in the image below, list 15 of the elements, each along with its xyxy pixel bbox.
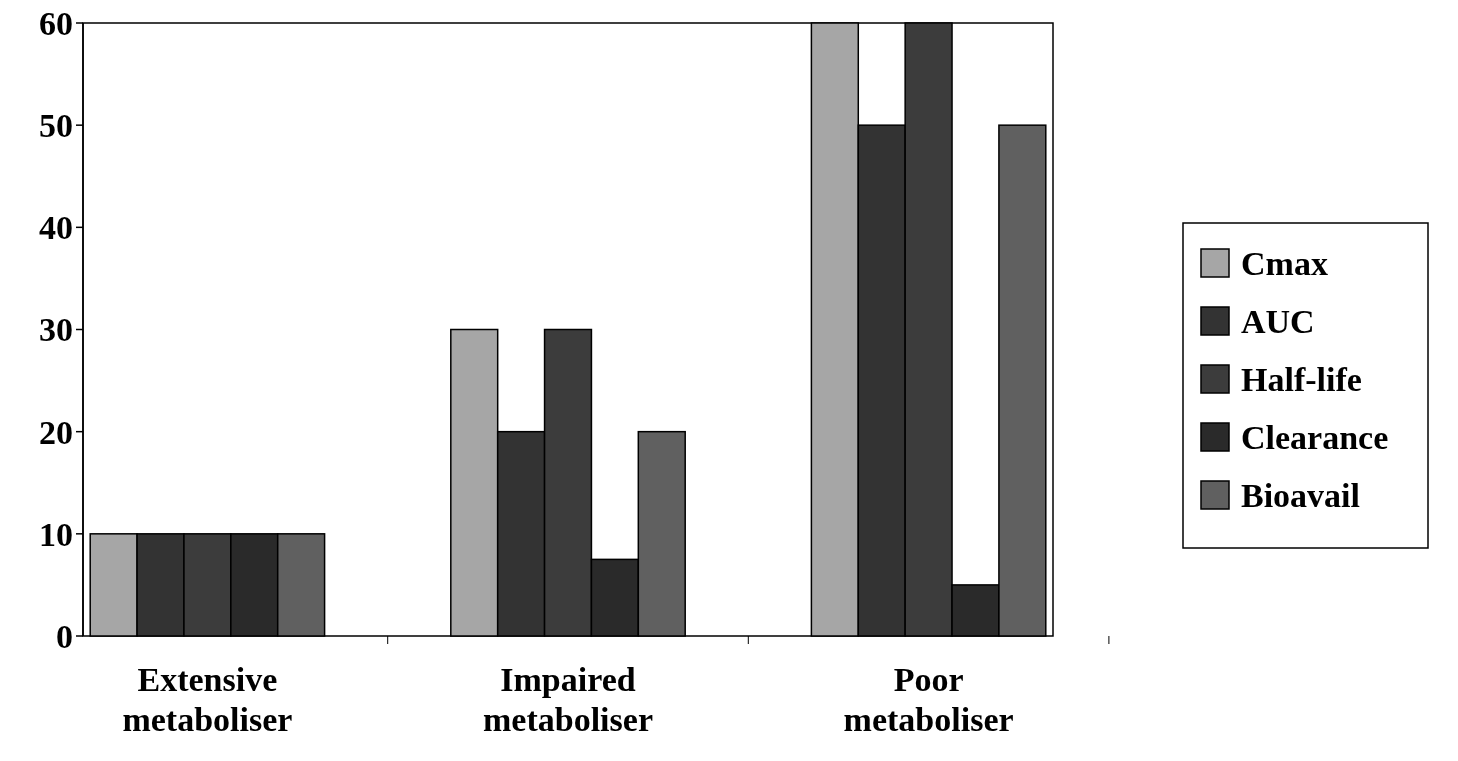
x-tick-label: Impaired metaboliser <box>483 661 653 738</box>
y-tick-label: 20 <box>39 413 73 451</box>
y-tick-label: 30 <box>39 311 73 349</box>
x-tick-label: Poor metaboliser <box>843 661 1014 738</box>
y-tick-label: 10 <box>39 515 73 553</box>
y-tick-label: 40 <box>39 209 73 247</box>
y-tick-label: 50 <box>39 107 73 145</box>
x-tick-label: Extensive metaboliser <box>122 661 293 738</box>
legend-label: Cmax <box>1241 244 1328 282</box>
legend-label: AUC <box>1241 302 1315 340</box>
legend-label: Half-life <box>1241 360 1362 398</box>
y-tick-label: 0 <box>56 617 73 655</box>
legend-label: Bioavail <box>1241 476 1361 514</box>
y-tick-label: 60 <box>39 4 73 42</box>
legend-label: Clearance <box>1241 418 1389 456</box>
